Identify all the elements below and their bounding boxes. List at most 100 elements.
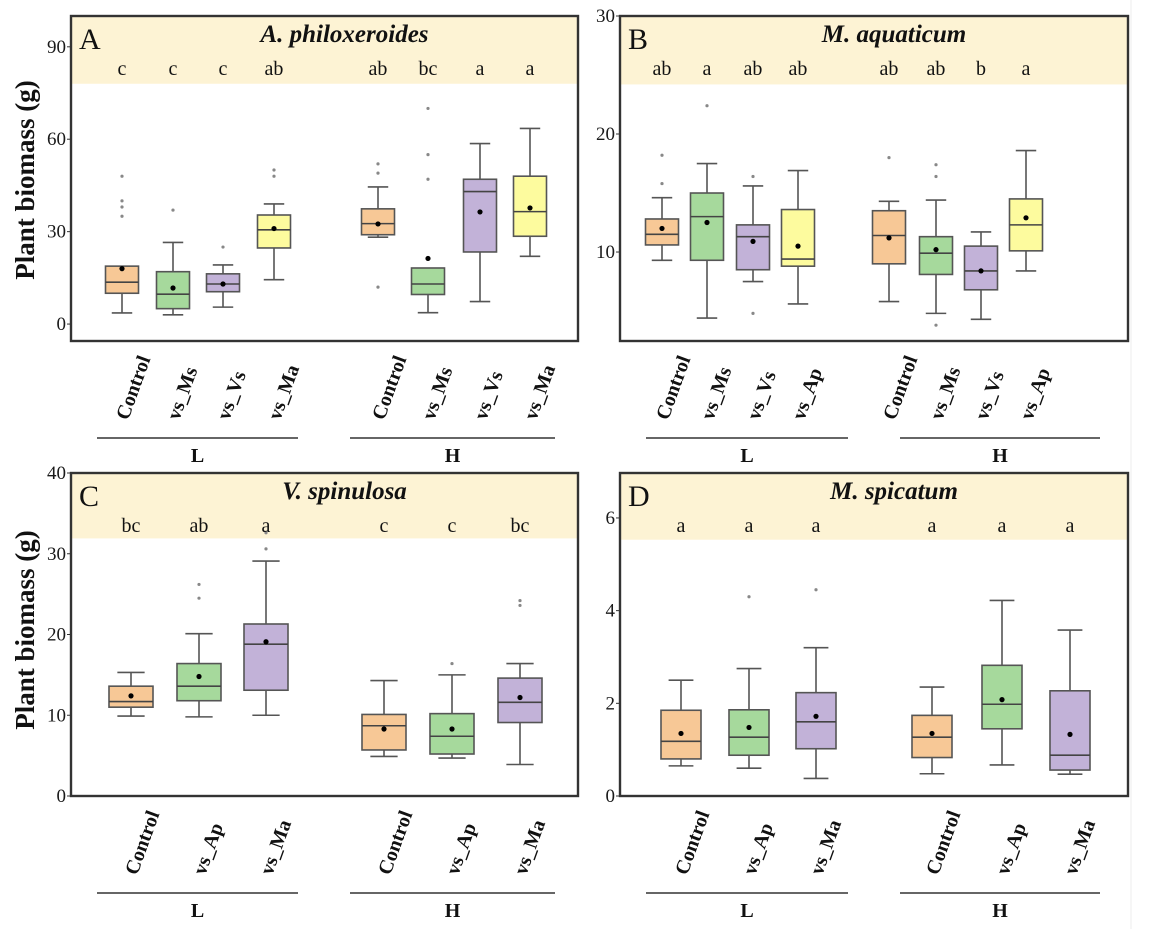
box-iqr: [361, 713, 407, 751]
box-iqr: [155, 270, 191, 310]
title-band: [620, 473, 1128, 540]
outlier-point: [376, 162, 380, 166]
title-band: [71, 473, 578, 539]
significance-label: b: [976, 58, 986, 80]
significance-label: bc: [122, 515, 141, 537]
mean-point: [886, 235, 892, 241]
y-tick-label: 30: [47, 544, 66, 565]
panel-letter: A: [79, 23, 101, 56]
box-L-vs_Vs: [735, 174, 771, 315]
outlier-point: [518, 598, 522, 603]
outlier-point: [751, 174, 755, 179]
outlier-point: [221, 245, 225, 249]
box-H-vs_Ma: [512, 127, 548, 258]
box-L-vs_Ma: [243, 531, 289, 717]
panel-title: M. aquaticum: [821, 21, 966, 48]
significance-label: a: [998, 515, 1007, 537]
significance-label: c: [169, 58, 178, 80]
significance-label: a: [476, 58, 485, 80]
outlier-point: [171, 208, 175, 212]
box-iqr: [1049, 690, 1091, 771]
significance-label: c: [448, 515, 457, 537]
mean-point: [750, 238, 756, 244]
significance-label: ab: [265, 58, 284, 80]
outlier-point: [426, 177, 430, 181]
box-H-Control: [911, 686, 953, 775]
mean-point: [659, 225, 665, 232]
box-H-Control: [871, 156, 907, 303]
mean-point: [678, 730, 684, 737]
mean-point: [978, 268, 984, 274]
mean-point: [929, 730, 935, 737]
box-iqr: [644, 218, 680, 246]
outlier-point: [426, 153, 430, 157]
panel-frame: [69, 14, 580, 343]
significance-label: a: [703, 58, 712, 80]
significance-label: a: [745, 515, 754, 537]
y-tick-label: 0: [57, 786, 67, 807]
box-L-vs_Ma: [256, 168, 292, 281]
panel-frame: [618, 14, 1130, 343]
y-tick-label: 20: [596, 124, 615, 145]
y-tick-label: 4: [606, 601, 616, 622]
mean-point: [1023, 215, 1029, 221]
title-band: [620, 16, 1128, 85]
box-L-Control: [644, 153, 680, 262]
box-iqr: [176, 662, 222, 702]
mean-point: [271, 225, 277, 232]
box-H-vs_Ap: [981, 599, 1023, 766]
outlier-point: [264, 531, 268, 535]
significance-label: a: [526, 58, 535, 80]
mean-point: [263, 639, 269, 645]
group-label-L: L: [191, 900, 204, 922]
box-iqr: [462, 178, 498, 253]
box-L-vs_Vs: [205, 245, 241, 308]
outlier-point: [120, 205, 124, 209]
outlier-point: [934, 163, 938, 167]
group-label-H: H: [445, 900, 461, 922]
y-tick-label: 30: [596, 6, 615, 27]
mean-point: [1067, 731, 1073, 737]
mean-point: [813, 713, 819, 719]
outlier-point: [120, 174, 124, 178]
box-L-vs_Ap: [780, 169, 816, 305]
group-label-L: L: [740, 445, 753, 467]
y-axis-label-top: Plant biomass (g): [10, 80, 40, 280]
outlier-point: [660, 181, 664, 186]
significance-label: ab: [744, 58, 763, 80]
mean-point: [381, 726, 387, 732]
box-iqr: [918, 235, 954, 276]
significance-label: c: [118, 58, 127, 80]
box-iqr: [410, 267, 446, 296]
outlier-point: [450, 661, 454, 666]
outlier-point: [120, 199, 124, 203]
mean-point: [517, 694, 523, 701]
box-H-vs_Vs: [462, 142, 498, 303]
mean-point: [119, 266, 125, 272]
significance-label: ab: [369, 58, 388, 80]
outlier-point: [426, 106, 430, 111]
panel-title: M. spicatum: [829, 478, 958, 505]
panel-letter: C: [79, 480, 99, 513]
significance-label: a: [677, 515, 686, 537]
mean-point: [196, 673, 202, 680]
significance-label: ab: [927, 58, 946, 80]
outlier-point: [120, 214, 124, 218]
box-iqr: [780, 208, 816, 267]
panel-frame: [618, 471, 1130, 798]
mean-point: [933, 247, 939, 253]
box-iqr: [256, 214, 292, 249]
y-tick-label: 90: [47, 37, 66, 58]
mean-point: [795, 243, 801, 249]
box-iqr: [795, 691, 837, 750]
mean-point: [477, 209, 483, 215]
significance-label: a: [1066, 515, 1075, 537]
outlier-point: [264, 547, 268, 551]
group-label-H: H: [992, 445, 1008, 467]
group-label-L: L: [191, 445, 204, 467]
y-tick-label: 30: [47, 222, 66, 243]
box-iqr: [728, 709, 770, 757]
outlier-point: [747, 595, 751, 599]
group-label-L: L: [740, 900, 753, 922]
